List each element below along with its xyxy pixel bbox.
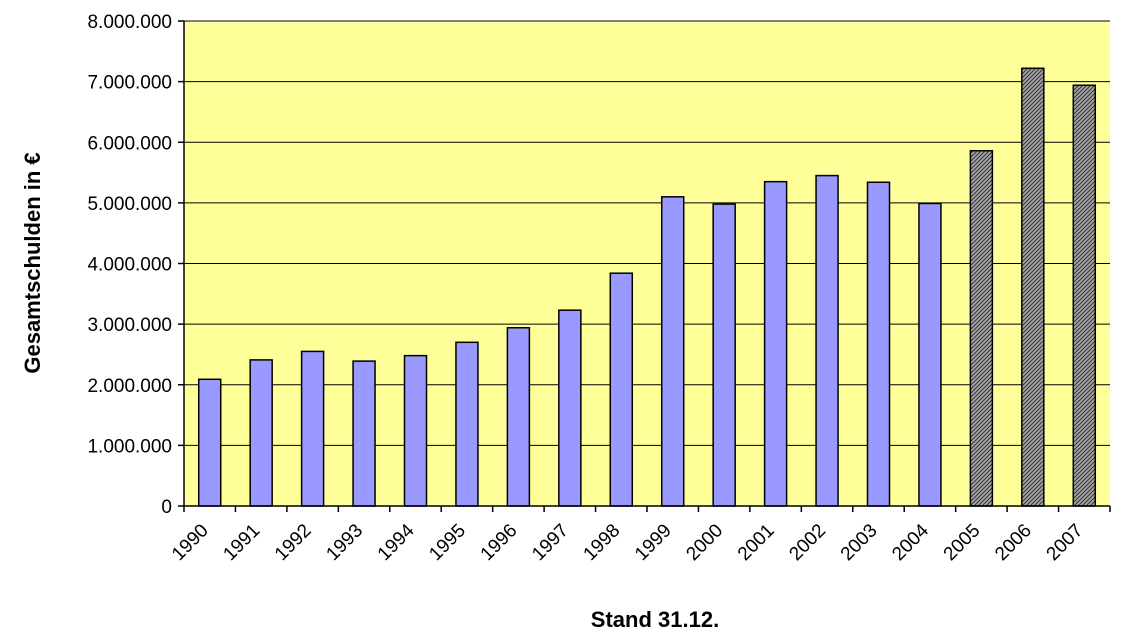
y-tick-label: 3.000.000 xyxy=(87,315,172,336)
x-tick-label: 1996 xyxy=(477,520,522,565)
x-tick-label: 2003 xyxy=(837,520,882,565)
x-tick-label: 1994 xyxy=(374,520,419,565)
y-tick-label: 8.000.000 xyxy=(87,12,172,33)
y-tick-label: 4.000.000 xyxy=(87,255,172,276)
bar-2006 xyxy=(1022,68,1044,506)
x-tick-label: 2000 xyxy=(683,520,728,565)
bar-1998 xyxy=(610,273,632,506)
y-tick-labels: 0 1.000.000 2.000.000 3.000.000 4.000.000 5.0… xyxy=(87,12,172,518)
bar-1991 xyxy=(250,360,272,506)
y-tick-label: 7.000.000 xyxy=(87,73,172,94)
x-tick-label: 1999 xyxy=(631,520,676,565)
x-tick-label: 1998 xyxy=(580,520,625,565)
x-tick-label: 2004 xyxy=(888,520,933,565)
x-tick-label: 1997 xyxy=(528,520,573,565)
x-tick-label: 2002 xyxy=(785,520,830,565)
x-tick-label: 1990 xyxy=(168,520,213,565)
bar-2000 xyxy=(713,204,735,506)
y-tick-label: 0 xyxy=(161,497,172,518)
bar-1992 xyxy=(302,351,324,506)
y-tick-label: 1.000.000 xyxy=(87,436,172,457)
x-tick-label: 1992 xyxy=(271,520,316,565)
bar-1994 xyxy=(405,356,427,506)
bar-2001 xyxy=(765,182,787,506)
x-tick-label: 2007 xyxy=(1043,520,1088,565)
bar-2003 xyxy=(868,182,890,506)
y-axis-title: Gesamtschulden in € xyxy=(20,152,45,373)
x-tick-label: 2006 xyxy=(991,520,1036,565)
bar-2002 xyxy=(816,176,838,506)
x-axis-title: Stand 31.12. xyxy=(591,607,719,632)
x-tick-label: 1991 xyxy=(220,520,265,565)
bar-1990 xyxy=(199,379,221,506)
bar-1995 xyxy=(456,342,478,506)
bar-1996 xyxy=(507,328,529,506)
y-tick-label: 6.000.000 xyxy=(87,133,172,154)
bar-2007 xyxy=(1073,85,1095,506)
x-tick-labels: 1990 1991 1992 1993 1994 1995 1996 1997 1998 1999… xyxy=(168,520,1087,565)
bar-1993 xyxy=(353,361,375,506)
y-tick-label: 5.000.000 xyxy=(87,194,172,215)
x-tick-label: 1995 xyxy=(425,520,470,565)
x-tick-label: 2001 xyxy=(734,520,779,565)
bar-2005 xyxy=(970,151,992,506)
bar-1999 xyxy=(662,197,684,506)
bar-1997 xyxy=(559,310,581,506)
x-tick-label: 2005 xyxy=(940,520,985,565)
bar-2004 xyxy=(919,203,941,506)
x-tick-label: 1993 xyxy=(322,520,367,565)
y-tick-label: 2.000.000 xyxy=(87,376,172,397)
